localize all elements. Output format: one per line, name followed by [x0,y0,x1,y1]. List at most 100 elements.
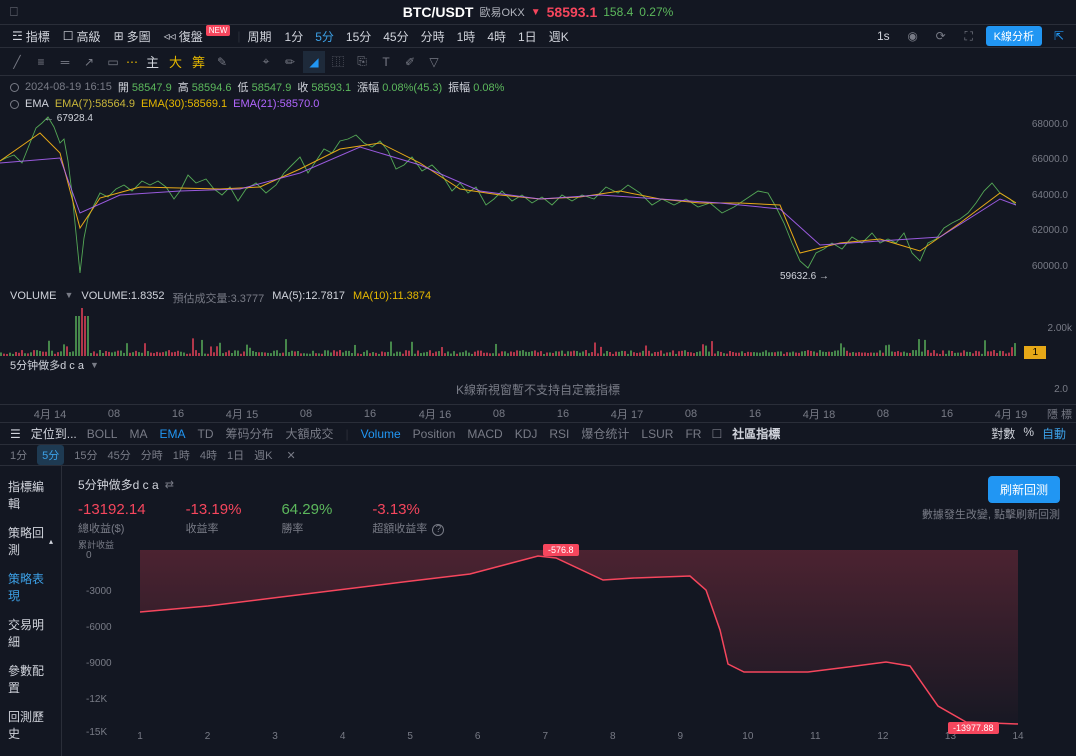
indicator-KDJ[interactable]: KDJ [515,427,538,441]
timeframe-1日[interactable]: 1日 [512,26,543,47]
main-toggle[interactable]: 主 [142,50,163,73]
indicator-Volume[interactable]: Volume [361,427,401,441]
sidebar-參數配置[interactable]: 參數配置 [0,656,61,702]
equity-x-label: 8 [610,731,616,742]
timeframe-分時[interactable]: 分時 [415,26,451,47]
toggle-icon[interactable] [10,83,19,92]
sidebar-策略表現[interactable]: 策略表現 [0,564,61,610]
refresh-backtest-button[interactable]: 刷新回测 [988,476,1060,503]
timeframe-4時[interactable]: 4時 [481,26,512,47]
indicator-TD[interactable]: TD [197,427,213,441]
metric-收益率: -13.19%收益率 [186,501,242,536]
period-label[interactable]: 周期 [242,26,278,47]
trend-icon[interactable]: ↗ [78,51,100,73]
volume-chart[interactable] [0,308,1016,356]
date-tick: 08 [877,408,889,420]
sidebar-交易明細[interactable]: 交易明細 [0,610,61,656]
interval-1s[interactable]: 1s [871,27,896,45]
symbol-pair[interactable]: BTC/USDT [403,4,474,20]
log-scale-button[interactable]: 對數 [991,425,1015,442]
fullscreen-icon[interactable]: ⛶ [958,25,980,47]
rect-icon[interactable]: ▭ [102,51,124,73]
timeframe-1分[interactable]: 1分 [279,26,310,47]
tf2-週K[interactable]: 週K [254,447,272,463]
custom-indicator-name[interactable]: 5分钟做多d c a [10,357,84,373]
chevron-down-icon[interactable]: ▼ [64,290,73,306]
indicators-button[interactable]: ☲ 指標 [6,26,56,47]
equity-y-label: -3000 [86,586,112,597]
more-icon[interactable]: ⋯ [126,55,140,69]
copy-icon[interactable]: ⎘ [351,51,373,73]
date-tick: 16 [557,408,569,420]
menu-icon[interactable]: ⎕ [10,4,18,20]
indicator-筹码分布[interactable]: 筹码分布 [225,425,273,442]
mark-button[interactable]: 標 [1061,406,1072,422]
parallel-icon[interactable]: ═ [54,51,76,73]
tf2-1日[interactable]: 1日 [227,447,244,463]
refresh-icon[interactable]: ⟳ [930,25,952,47]
community-indicators[interactable]: 社區指標 [732,425,780,442]
k-analysis-button[interactable]: K線分析 [986,26,1042,46]
price-chart[interactable] [0,113,1016,288]
indicator-爆仓统计[interactable]: 爆仓统计 [581,425,629,442]
ema-21: EMA(21):58570.0 [233,98,319,110]
peak-badge: -576.8 [543,544,579,556]
timeframe-週K[interactable]: 週K [543,26,575,47]
position-to-icon[interactable]: ☰ [10,427,21,441]
indicator-MACD[interactable]: MACD [467,427,502,441]
tf2-1分[interactable]: 1分 [10,447,27,463]
y-axis-label: 64000.0 [1032,190,1068,201]
chevron-down-icon[interactable]: ▼ [90,360,99,370]
timeframe-15分[interactable]: 15分 [340,26,377,47]
horizontal-line-icon[interactable]: ≡ [30,51,52,73]
indicator-BOLL[interactable]: BOLL [87,427,118,441]
tf2-4時[interactable]: 4時 [200,447,217,463]
filter-icon[interactable]: ▽ [423,51,445,73]
indicator-大額成交[interactable]: 大額成交 [286,425,334,442]
toggle-ema-icon[interactable] [10,100,19,109]
position-to-button[interactable]: 定位到... [31,425,77,442]
equity-x-label: 11 [810,731,820,742]
equity-x-label: 5 [407,731,413,742]
timeframe-45分[interactable]: 45分 [377,26,414,47]
text-icon[interactable]: T [375,51,397,73]
sidebar-回測歷史[interactable]: 回測歷史 [0,702,61,748]
replay-button[interactable]: ◃◃ 復盤NEW [158,26,237,47]
candle-icon[interactable]: ⿲ [327,51,349,73]
indicator-RSI[interactable]: RSI [549,427,569,441]
camera-icon[interactable]: ◉ [902,25,924,47]
equity-x-label: 7 [542,731,548,742]
indicator-LSUR[interactable]: LSUR [641,427,673,441]
indicator-MA[interactable]: MA [129,427,147,441]
draw-line-icon[interactable]: ╱ [6,51,28,73]
hide-button[interactable]: 隱 [1047,406,1058,422]
tf2-45分[interactable]: 45分 [108,447,131,463]
swap-icon[interactable]: ⇄ [165,478,174,491]
percent-button[interactable]: % [1023,425,1034,442]
indicator-EMA[interactable]: EMA [159,427,185,441]
indicator-FR[interactable]: FR [685,427,701,441]
tf2-1時[interactable]: 1時 [173,447,190,463]
multi-chart-button[interactable]: ⊞ 多圖 [108,26,157,47]
timeframe-5分[interactable]: 5分 [309,26,340,47]
sidebar-策略回測[interactable]: 策略回測 ▴ [0,518,61,564]
edit-icon[interactable]: ✎ [211,51,233,73]
indicator-Position[interactable]: Position [413,427,456,441]
suan-toggle[interactable]: 筭 [188,50,209,73]
sidebar-指標編輯[interactable]: 指標編輯 [0,472,61,518]
close-icon[interactable]: ✕ [286,449,295,462]
volume-label[interactable]: VOLUME [10,290,56,306]
crosshair-icon[interactable]: ⌖ [255,51,277,73]
tf2-分時[interactable]: 分時 [141,447,163,463]
advanced-button[interactable]: ☐ 高級 [57,26,107,47]
equity-curve[interactable] [78,542,1038,737]
tf2-5分[interactable]: 5分 [37,445,64,465]
brush-icon[interactable]: ✐ [399,51,421,73]
pen-icon[interactable]: ✏ [279,51,301,73]
da-toggle[interactable]: 大 [165,50,186,73]
highlight-icon[interactable]: ◢ [303,51,325,73]
auto-button[interactable]: 自動 [1042,425,1066,442]
share-icon[interactable]: ⇱ [1048,25,1070,47]
tf2-15分[interactable]: 15分 [74,447,97,463]
timeframe-1時[interactable]: 1時 [451,26,482,47]
